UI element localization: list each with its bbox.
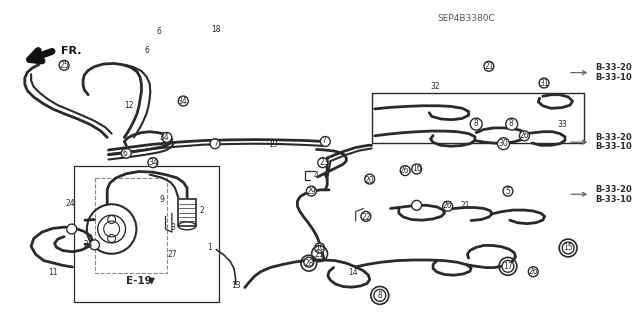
Text: 34: 34	[159, 133, 169, 142]
Circle shape	[520, 131, 529, 141]
Text: 8: 8	[474, 119, 479, 128]
Text: 6: 6	[157, 27, 162, 36]
Circle shape	[148, 158, 158, 167]
Text: B-33-20: B-33-20	[595, 63, 632, 72]
Circle shape	[497, 138, 509, 150]
Circle shape	[365, 174, 374, 184]
Text: 7: 7	[214, 139, 219, 148]
Circle shape	[304, 257, 314, 267]
Text: 24: 24	[66, 199, 76, 208]
Text: 6: 6	[122, 149, 127, 158]
Circle shape	[361, 211, 371, 221]
Text: 31: 31	[540, 78, 549, 87]
Text: B-33-20: B-33-20	[595, 185, 632, 194]
Text: 34: 34	[177, 97, 187, 106]
Circle shape	[412, 164, 422, 174]
Circle shape	[179, 96, 188, 106]
Text: 19: 19	[269, 140, 278, 149]
Circle shape	[90, 240, 99, 250]
Circle shape	[210, 139, 220, 149]
Circle shape	[121, 148, 131, 158]
Text: 8: 8	[378, 291, 382, 300]
Text: 18: 18	[211, 25, 221, 34]
Text: 32: 32	[431, 82, 440, 91]
Text: 21: 21	[315, 250, 324, 259]
Circle shape	[443, 201, 452, 211]
Text: 10: 10	[315, 243, 324, 252]
Text: 8: 8	[509, 119, 513, 128]
Circle shape	[506, 118, 518, 130]
Text: 28: 28	[304, 259, 314, 268]
Circle shape	[318, 158, 328, 167]
Text: 1: 1	[207, 243, 212, 252]
Text: 34: 34	[148, 158, 157, 167]
Circle shape	[539, 78, 549, 88]
Text: 26: 26	[399, 166, 409, 175]
Text: 16: 16	[412, 165, 421, 174]
Circle shape	[412, 200, 422, 210]
Text: E-19: E-19	[126, 276, 152, 286]
Text: 21: 21	[484, 62, 493, 71]
Circle shape	[321, 137, 330, 146]
Text: 30: 30	[499, 139, 508, 148]
Text: FR.: FR.	[61, 47, 81, 56]
Circle shape	[67, 224, 77, 234]
Text: 20: 20	[365, 175, 374, 184]
Text: 17: 17	[503, 262, 513, 271]
Circle shape	[503, 186, 513, 196]
Text: 14: 14	[348, 268, 358, 277]
Text: 11: 11	[48, 268, 58, 277]
Circle shape	[470, 118, 482, 130]
Text: 22: 22	[361, 212, 371, 221]
Text: 2: 2	[200, 205, 205, 215]
Text: 24: 24	[83, 240, 93, 249]
Text: 4: 4	[314, 171, 318, 180]
Text: 13: 13	[231, 281, 241, 290]
Text: 27: 27	[167, 250, 177, 259]
Text: 26: 26	[443, 201, 452, 210]
Text: B-33-10: B-33-10	[595, 73, 632, 82]
Text: B-33-10: B-33-10	[595, 195, 632, 204]
Text: 29: 29	[307, 187, 316, 196]
Circle shape	[374, 289, 386, 301]
Circle shape	[162, 132, 172, 142]
Text: 9: 9	[159, 196, 164, 204]
Text: 6: 6	[144, 46, 149, 55]
Text: 21: 21	[461, 201, 470, 210]
Circle shape	[59, 60, 69, 70]
Text: 7: 7	[322, 136, 326, 145]
Text: SEP4B3380C: SEP4B3380C	[438, 14, 495, 23]
Circle shape	[400, 166, 410, 175]
Circle shape	[307, 186, 316, 196]
Text: 5: 5	[506, 187, 510, 196]
Circle shape	[484, 61, 494, 71]
Circle shape	[502, 260, 514, 272]
Text: 12: 12	[124, 101, 134, 110]
Text: 15: 15	[563, 243, 573, 252]
Circle shape	[315, 243, 324, 253]
Text: B-33-10: B-33-10	[595, 142, 632, 151]
Text: 25: 25	[60, 61, 69, 70]
Circle shape	[528, 267, 538, 277]
Text: 23: 23	[319, 158, 329, 167]
Text: 26: 26	[529, 267, 538, 276]
Text: 3: 3	[171, 223, 175, 232]
Text: 33: 33	[557, 120, 567, 129]
Circle shape	[562, 242, 574, 254]
Text: 26: 26	[520, 131, 529, 140]
Text: B-33-20: B-33-20	[595, 133, 632, 142]
